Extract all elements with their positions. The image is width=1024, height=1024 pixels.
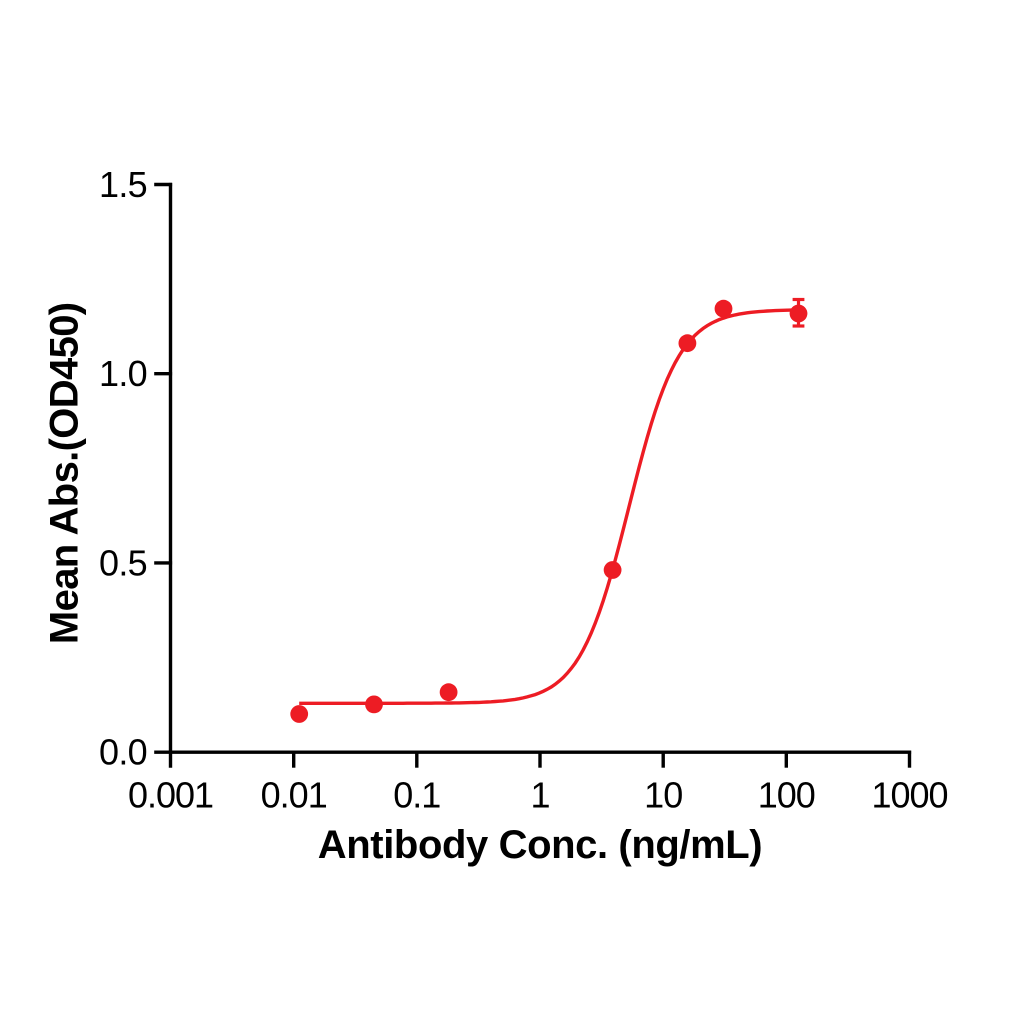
svg-text:10: 10 [644, 775, 682, 816]
svg-text:Antibody Conc. (ng/mL): Antibody Conc. (ng/mL) [318, 823, 762, 867]
svg-text:0.0: 0.0 [99, 732, 147, 773]
svg-text:0.01: 0.01 [261, 775, 327, 816]
svg-text:0.1: 0.1 [393, 775, 440, 816]
svg-text:1: 1 [530, 775, 549, 816]
svg-text:1000: 1000 [871, 775, 947, 816]
svg-text:100: 100 [758, 775, 815, 816]
svg-text:0.001: 0.001 [128, 775, 213, 816]
svg-text:1.5: 1.5 [99, 164, 147, 205]
svg-text:Mean Abs.(OD450): Mean Abs.(OD450) [43, 303, 87, 645]
svg-text:0.5: 0.5 [99, 542, 147, 583]
svg-text:1.0: 1.0 [99, 353, 147, 394]
